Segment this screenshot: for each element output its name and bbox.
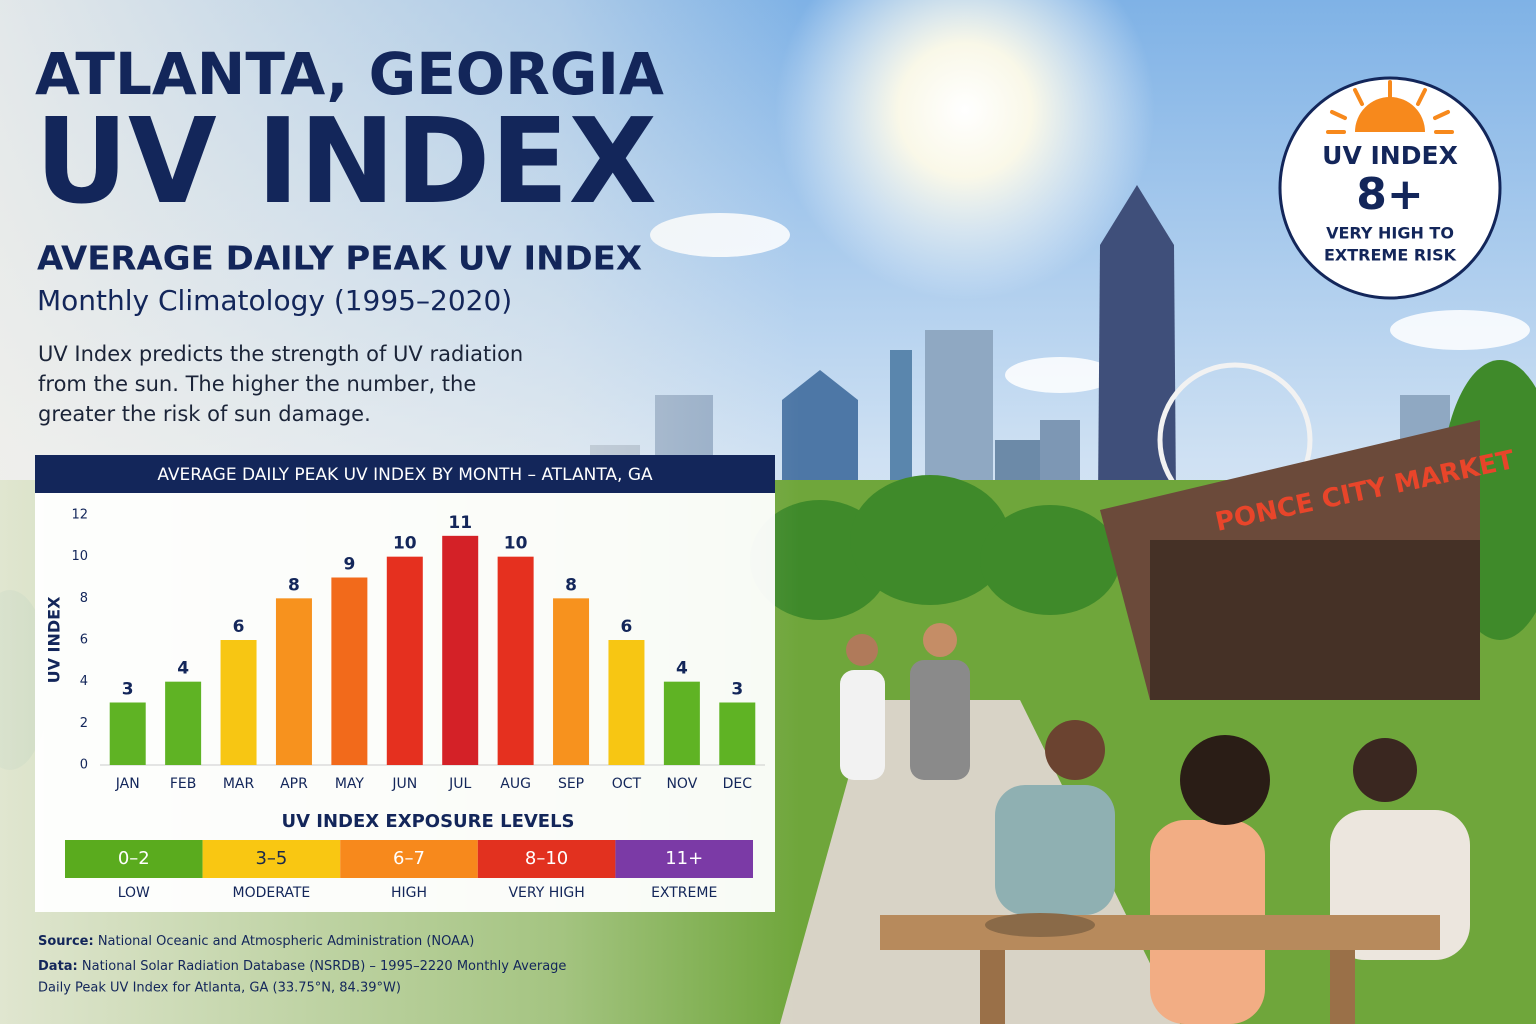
period: Monthly Climatology (1995–2020) bbox=[37, 284, 512, 317]
y-tick-label: 2 bbox=[80, 716, 88, 731]
data-text: National Solar Radiation Database (NSRDB… bbox=[82, 959, 567, 974]
legend-swatch bbox=[202, 840, 341, 878]
legend-range: 6–7 bbox=[393, 848, 425, 869]
chart-title: AVERAGE DAILY PEAK UV INDEX BY MONTH – A… bbox=[157, 465, 653, 485]
bar bbox=[331, 577, 368, 765]
legend-range: 0–2 bbox=[118, 848, 150, 869]
data-label: 8 bbox=[565, 575, 577, 595]
data-label: 4 bbox=[676, 659, 688, 679]
badge-risk: VERY HIGH TO bbox=[1326, 224, 1454, 243]
data-label: 10 bbox=[393, 534, 417, 554]
data-label: 3 bbox=[122, 680, 134, 700]
badge-value: 8+ bbox=[1356, 169, 1423, 220]
badge: UV INDEX 8+ VERY HIGH TO EXTREME RISK bbox=[1278, 76, 1502, 300]
description-line: UV Index predicts the strength of UV rad… bbox=[38, 342, 523, 366]
bar bbox=[275, 598, 312, 765]
bar bbox=[608, 640, 645, 765]
y-tick-label: 8 bbox=[80, 591, 88, 606]
data-label: Data: bbox=[38, 959, 78, 974]
x-tick-label: JAN bbox=[115, 776, 140, 792]
x-tick-label: AUG bbox=[500, 776, 531, 792]
panel-header bbox=[35, 455, 775, 493]
description-line: greater the risk of sun damage. bbox=[38, 402, 371, 426]
data-line: Data: National Solar Radiation Database … bbox=[38, 959, 566, 974]
people bbox=[840, 623, 1470, 1024]
data-label: 3 bbox=[731, 680, 743, 700]
data-line: Daily Peak UV Index for Atlanta, GA (33.… bbox=[38, 981, 401, 996]
legend-swatch bbox=[340, 840, 478, 878]
legend-swatch bbox=[477, 840, 616, 878]
bar bbox=[553, 598, 590, 765]
data-label: 9 bbox=[343, 555, 355, 575]
sun bbox=[775, 0, 1155, 300]
badge-risk: EXTREME RISK bbox=[1324, 246, 1457, 265]
market-building: PONCE CITY MARKET bbox=[1100, 420, 1517, 700]
y-axis-label: UV INDEX bbox=[45, 596, 64, 684]
y-tick-label: 10 bbox=[71, 549, 88, 564]
badge-label: UV INDEX bbox=[1322, 141, 1458, 170]
description-line: from the sun. The higher the number, the bbox=[38, 372, 476, 396]
description: UV Index predicts the strength of UV rad… bbox=[38, 342, 523, 426]
legend-label: HIGH bbox=[391, 885, 427, 901]
title-line2: UV INDEX bbox=[35, 92, 657, 230]
legend-label: VERY HIGH bbox=[508, 885, 584, 901]
bar bbox=[165, 681, 202, 765]
x-tick-label: JUL bbox=[448, 776, 471, 792]
y-tick-label: 6 bbox=[80, 633, 88, 648]
y-tick-label: 0 bbox=[80, 758, 88, 773]
legend-swatch bbox=[65, 840, 203, 878]
x-tick-label: SEP bbox=[558, 776, 584, 792]
bar bbox=[719, 702, 756, 765]
bar bbox=[220, 640, 257, 765]
bar bbox=[109, 702, 146, 765]
data-label: 6 bbox=[233, 617, 245, 637]
data-label: 4 bbox=[177, 659, 189, 679]
x-tick-label: JUN bbox=[391, 776, 417, 792]
bar bbox=[386, 556, 423, 765]
data-label: 11 bbox=[448, 513, 472, 533]
source-label: Source: bbox=[38, 934, 94, 949]
x-tick-label: MAR bbox=[223, 776, 255, 792]
bar bbox=[663, 681, 700, 765]
legend-label: MODERATE bbox=[233, 885, 311, 901]
x-tick-label: NOV bbox=[666, 776, 697, 792]
x-tick-label: OCT bbox=[612, 776, 642, 792]
subtitle: AVERAGE DAILY PEAK UV INDEX bbox=[37, 239, 642, 278]
legend-range: 3–5 bbox=[255, 848, 287, 869]
data-label: 8 bbox=[288, 575, 300, 595]
x-tick-label: MAY bbox=[335, 776, 365, 792]
source: Source: National Oceanic and Atmospheric… bbox=[38, 934, 566, 996]
data-label: 6 bbox=[621, 617, 633, 637]
x-tick-label: FEB bbox=[170, 776, 197, 792]
bar bbox=[497, 556, 534, 765]
legend-swatch bbox=[615, 840, 753, 878]
y-tick-label: 12 bbox=[71, 508, 88, 523]
x-tick-label: DEC bbox=[723, 776, 753, 792]
legend-range: 11+ bbox=[665, 848, 703, 869]
source-line: Source: National Oceanic and Atmospheric… bbox=[38, 934, 474, 949]
data-label: 10 bbox=[504, 534, 528, 554]
source-text: National Oceanic and Atmospheric Adminis… bbox=[98, 934, 475, 949]
legend-label: LOW bbox=[118, 885, 150, 901]
chart-panel: AVERAGE DAILY PEAK UV INDEX BY MONTH – A… bbox=[35, 455, 775, 912]
y-tick-label: 4 bbox=[80, 674, 88, 689]
title-line1: ATLANTA, GEORGIA bbox=[35, 40, 664, 108]
legend-range: 8–10 bbox=[525, 848, 568, 869]
x-tick-label: APR bbox=[280, 776, 308, 792]
legend-label: EXTREME bbox=[651, 885, 717, 901]
bar bbox=[442, 535, 479, 765]
legend-title: UV INDEX EXPOSURE LEVELS bbox=[281, 811, 574, 832]
